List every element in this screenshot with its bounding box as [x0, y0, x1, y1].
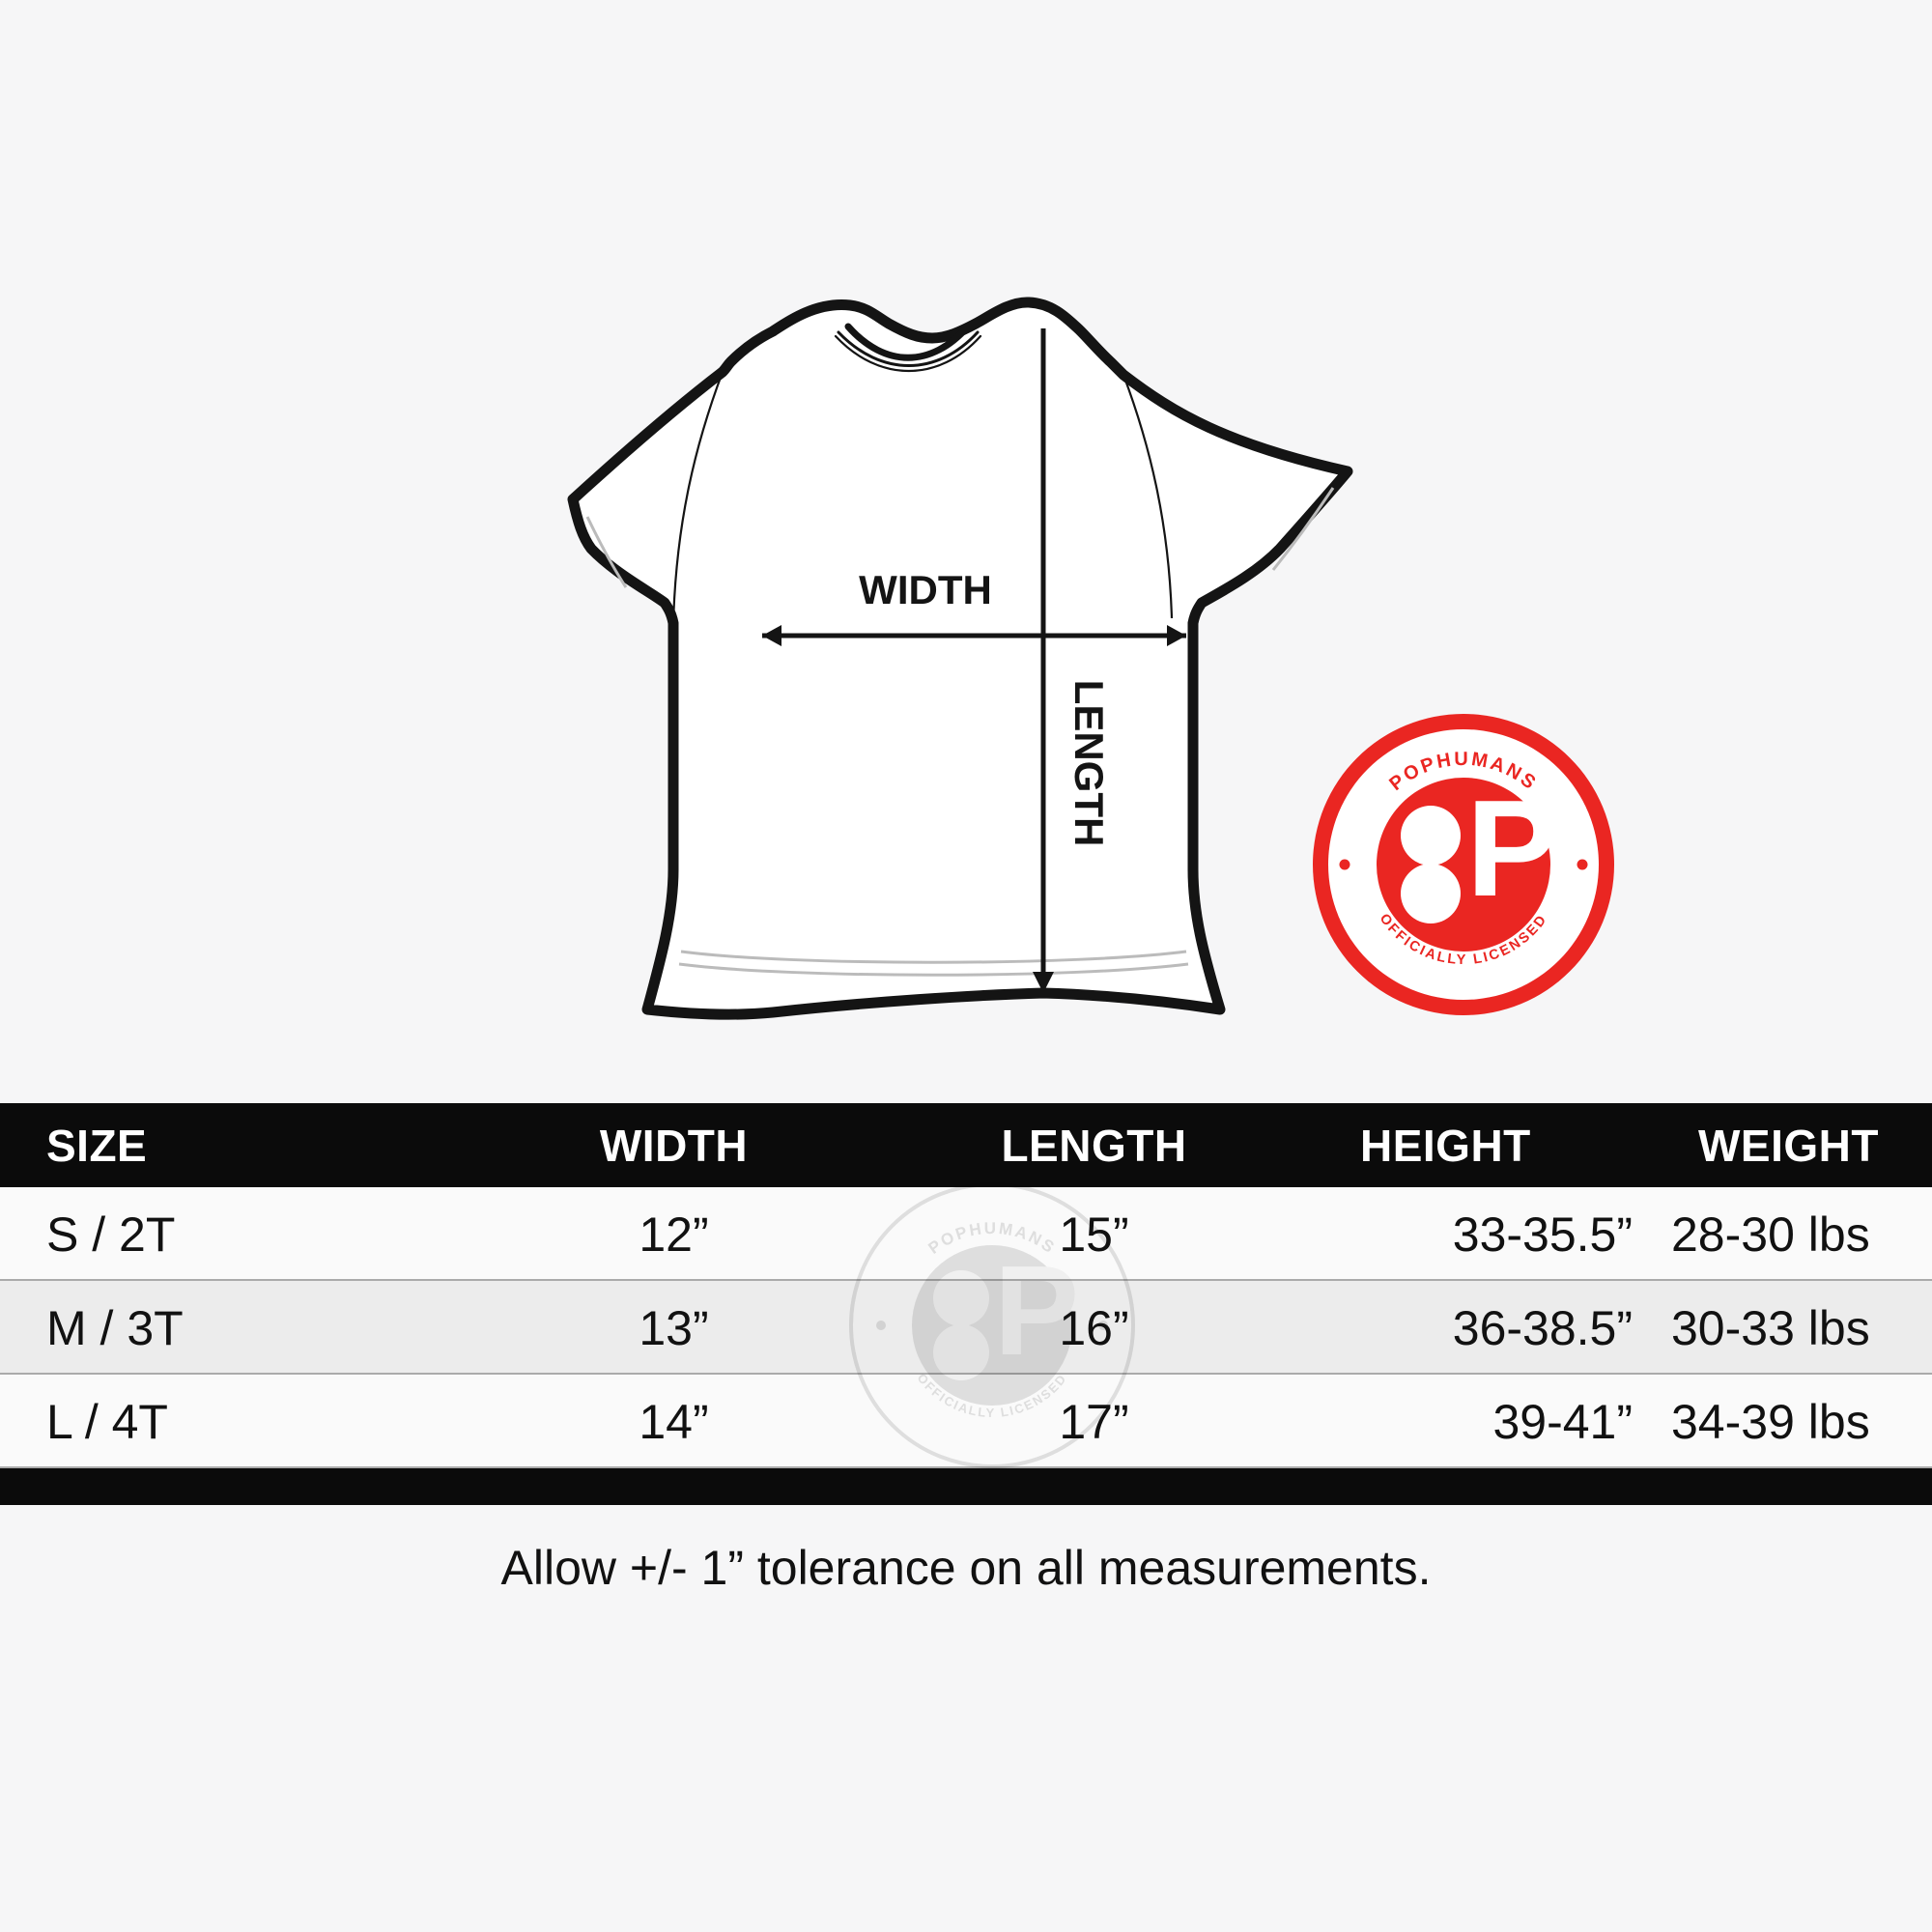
svg-text:WIDTH: WIDTH: [859, 567, 992, 612]
svg-text:P: P: [994, 1239, 1079, 1381]
svg-text:P: P: [1466, 772, 1558, 925]
svg-text:LENGTH: LENGTH: [1066, 680, 1112, 847]
